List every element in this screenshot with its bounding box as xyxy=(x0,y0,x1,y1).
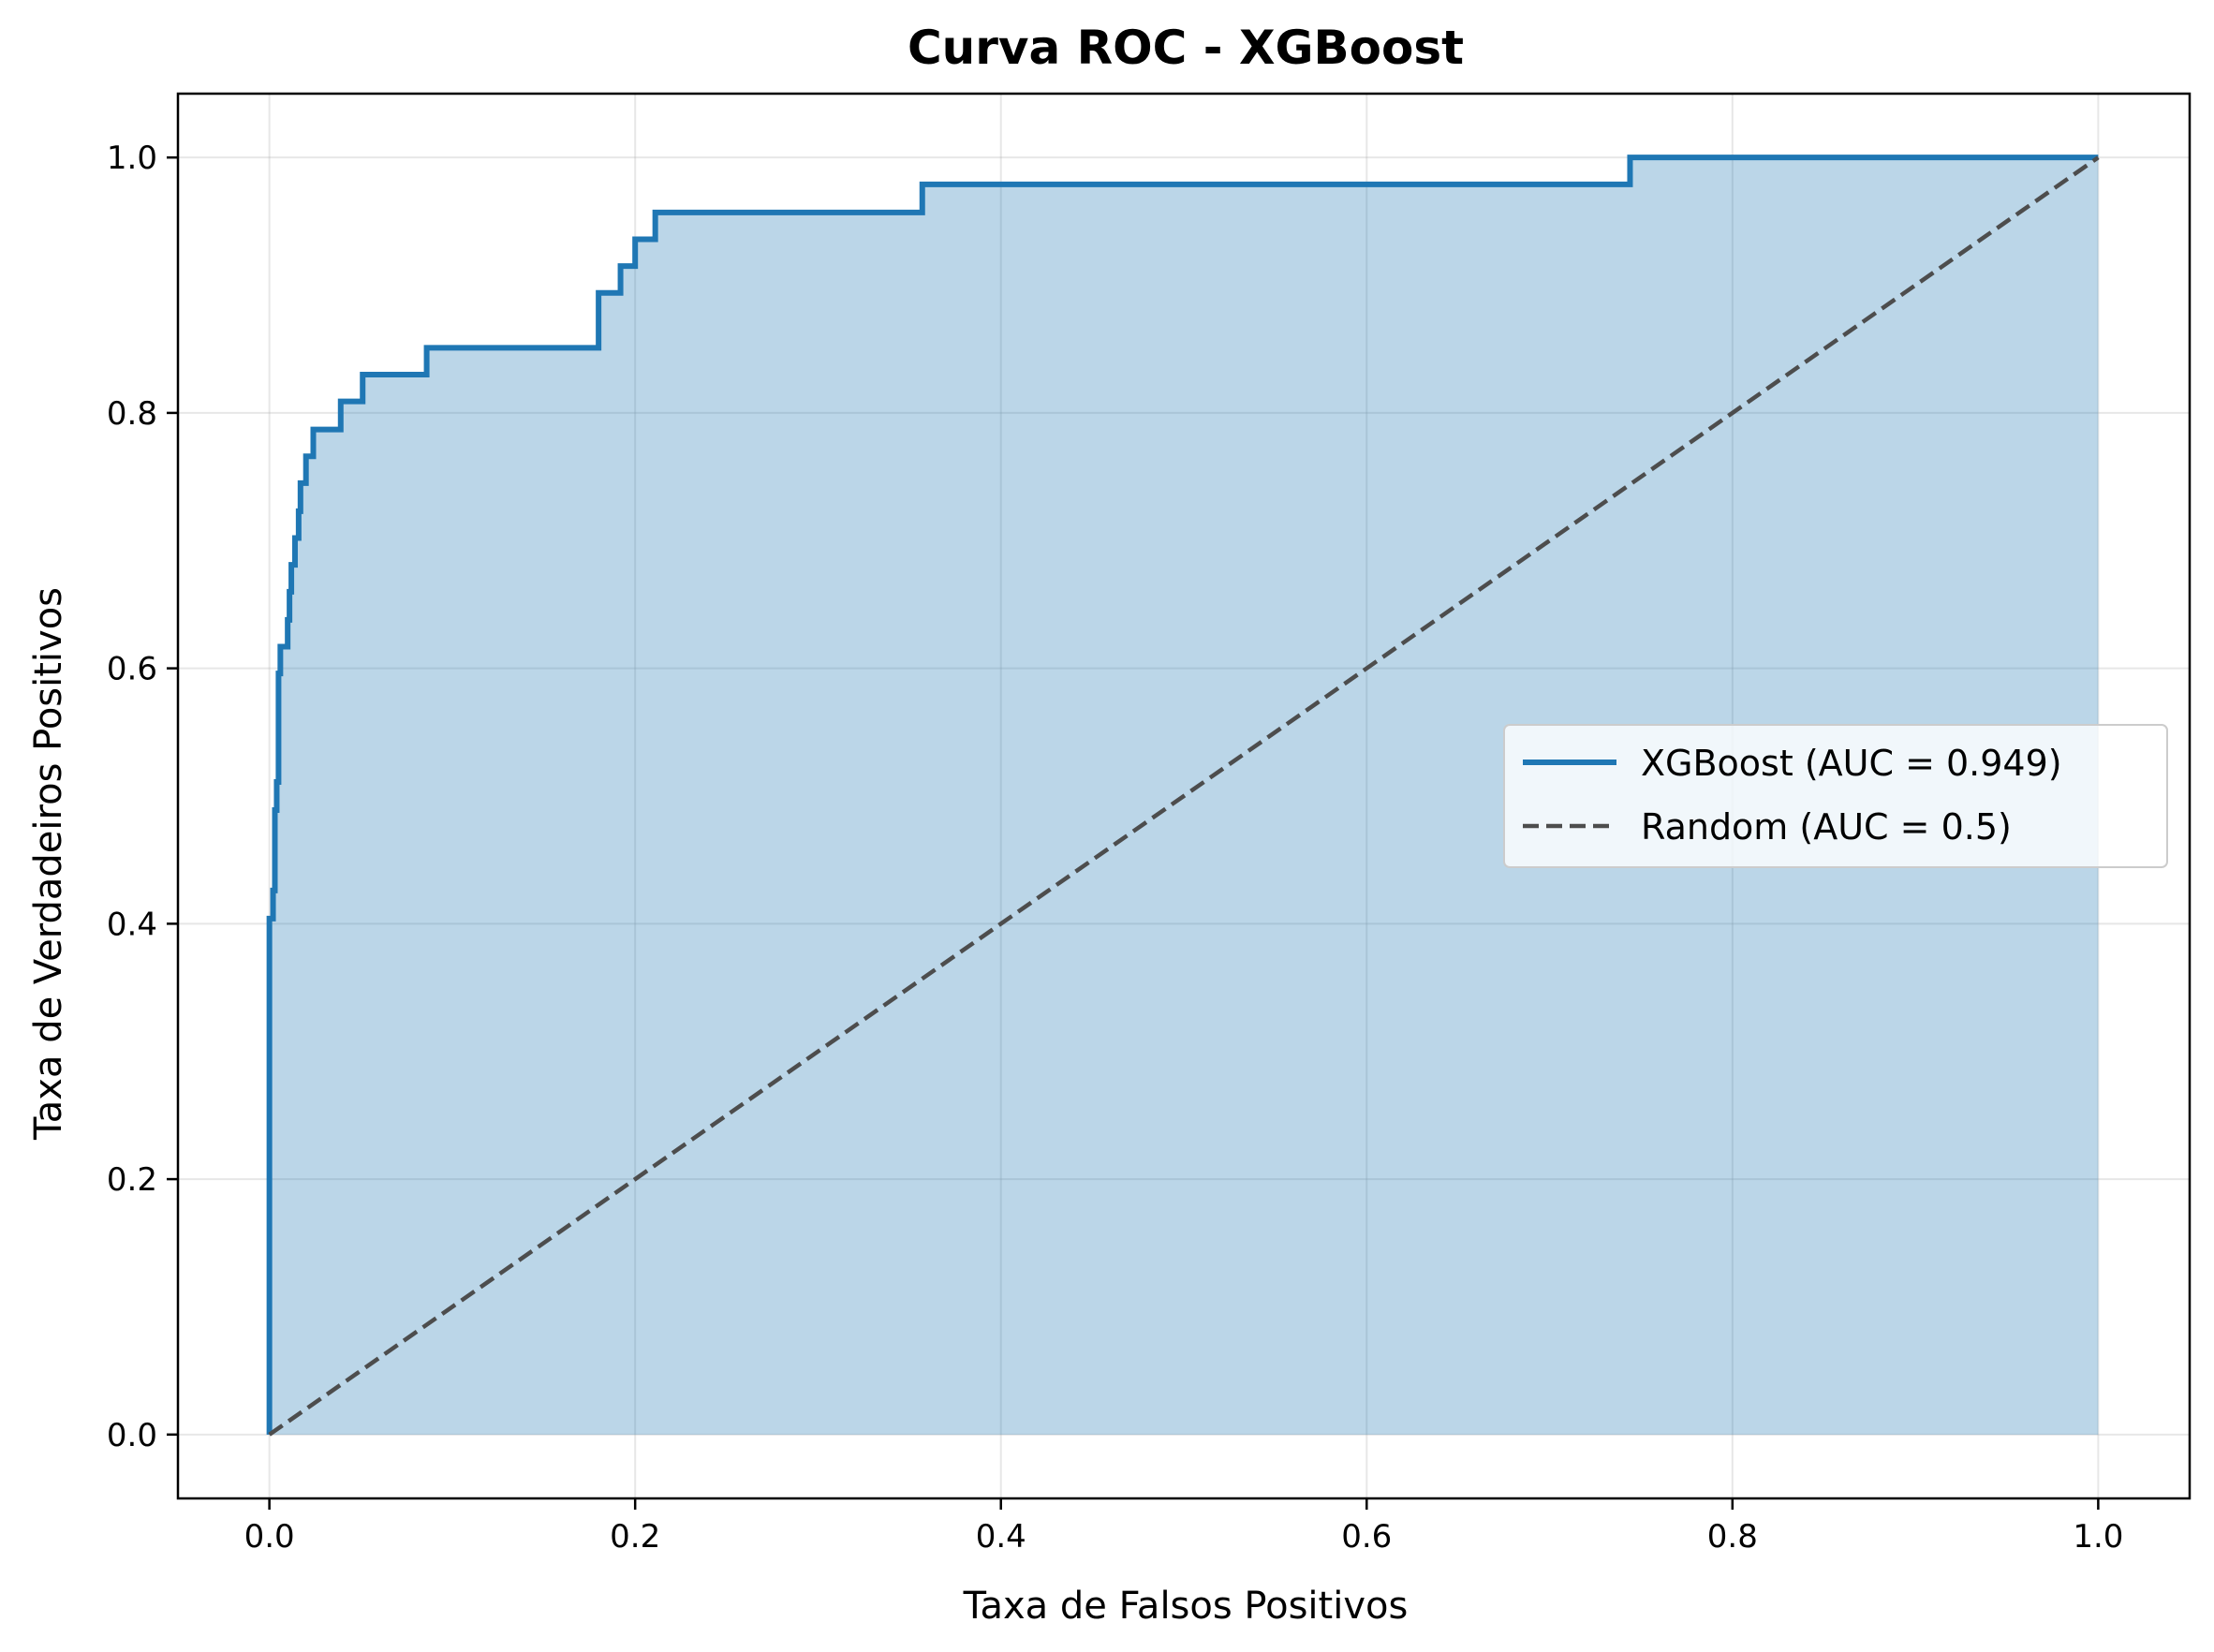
y-tick-label: 0.6 xyxy=(107,651,157,688)
y-tick-label: 0.8 xyxy=(107,395,157,433)
plot-frame xyxy=(176,92,2192,1500)
y-tick-label: 0.2 xyxy=(107,1161,157,1199)
grid xyxy=(178,94,2190,1498)
xgboost-roc-line xyxy=(266,155,2099,1435)
y-axis-ticks: 0.0 0.2 0.4 0.6 0.8 1.0 xyxy=(107,140,178,1454)
x-tick-label: 0.6 xyxy=(1341,1518,1392,1556)
random-baseline-line xyxy=(268,155,2100,1437)
series-lines xyxy=(266,155,2100,1437)
legend-box xyxy=(1503,724,2168,868)
x-tick-label: 0.8 xyxy=(1707,1518,1758,1556)
y-tick-label: 0.4 xyxy=(107,906,157,943)
y-tick-label: 0.0 xyxy=(107,1417,157,1454)
y-axis-label: Taxa de Verdadeiros Positivos xyxy=(27,587,70,1141)
x-axis-label: Taxa de Falsos Positivos xyxy=(963,1585,1409,1628)
y-tick-label: 1.0 xyxy=(107,140,157,177)
legend-label-xgboost: XGBoost (AUC = 0.949) xyxy=(1641,743,2062,784)
chart-title: Curva ROC - XGBoost xyxy=(908,21,1464,75)
x-axis-ticks: 0.0 0.2 0.4 0.6 0.8 1.0 xyxy=(244,1498,2123,1556)
x-tick-label: 0.0 xyxy=(244,1518,295,1556)
x-tick-label: 1.0 xyxy=(2073,1518,2123,1556)
legend: XGBoost (AUC = 0.949) Random (AUC = 0.5) xyxy=(1503,724,2168,868)
legend-label-random: Random (AUC = 0.5) xyxy=(1641,806,2012,848)
x-tick-label: 0.4 xyxy=(976,1518,1026,1556)
x-tick-label: 0.2 xyxy=(610,1518,660,1556)
